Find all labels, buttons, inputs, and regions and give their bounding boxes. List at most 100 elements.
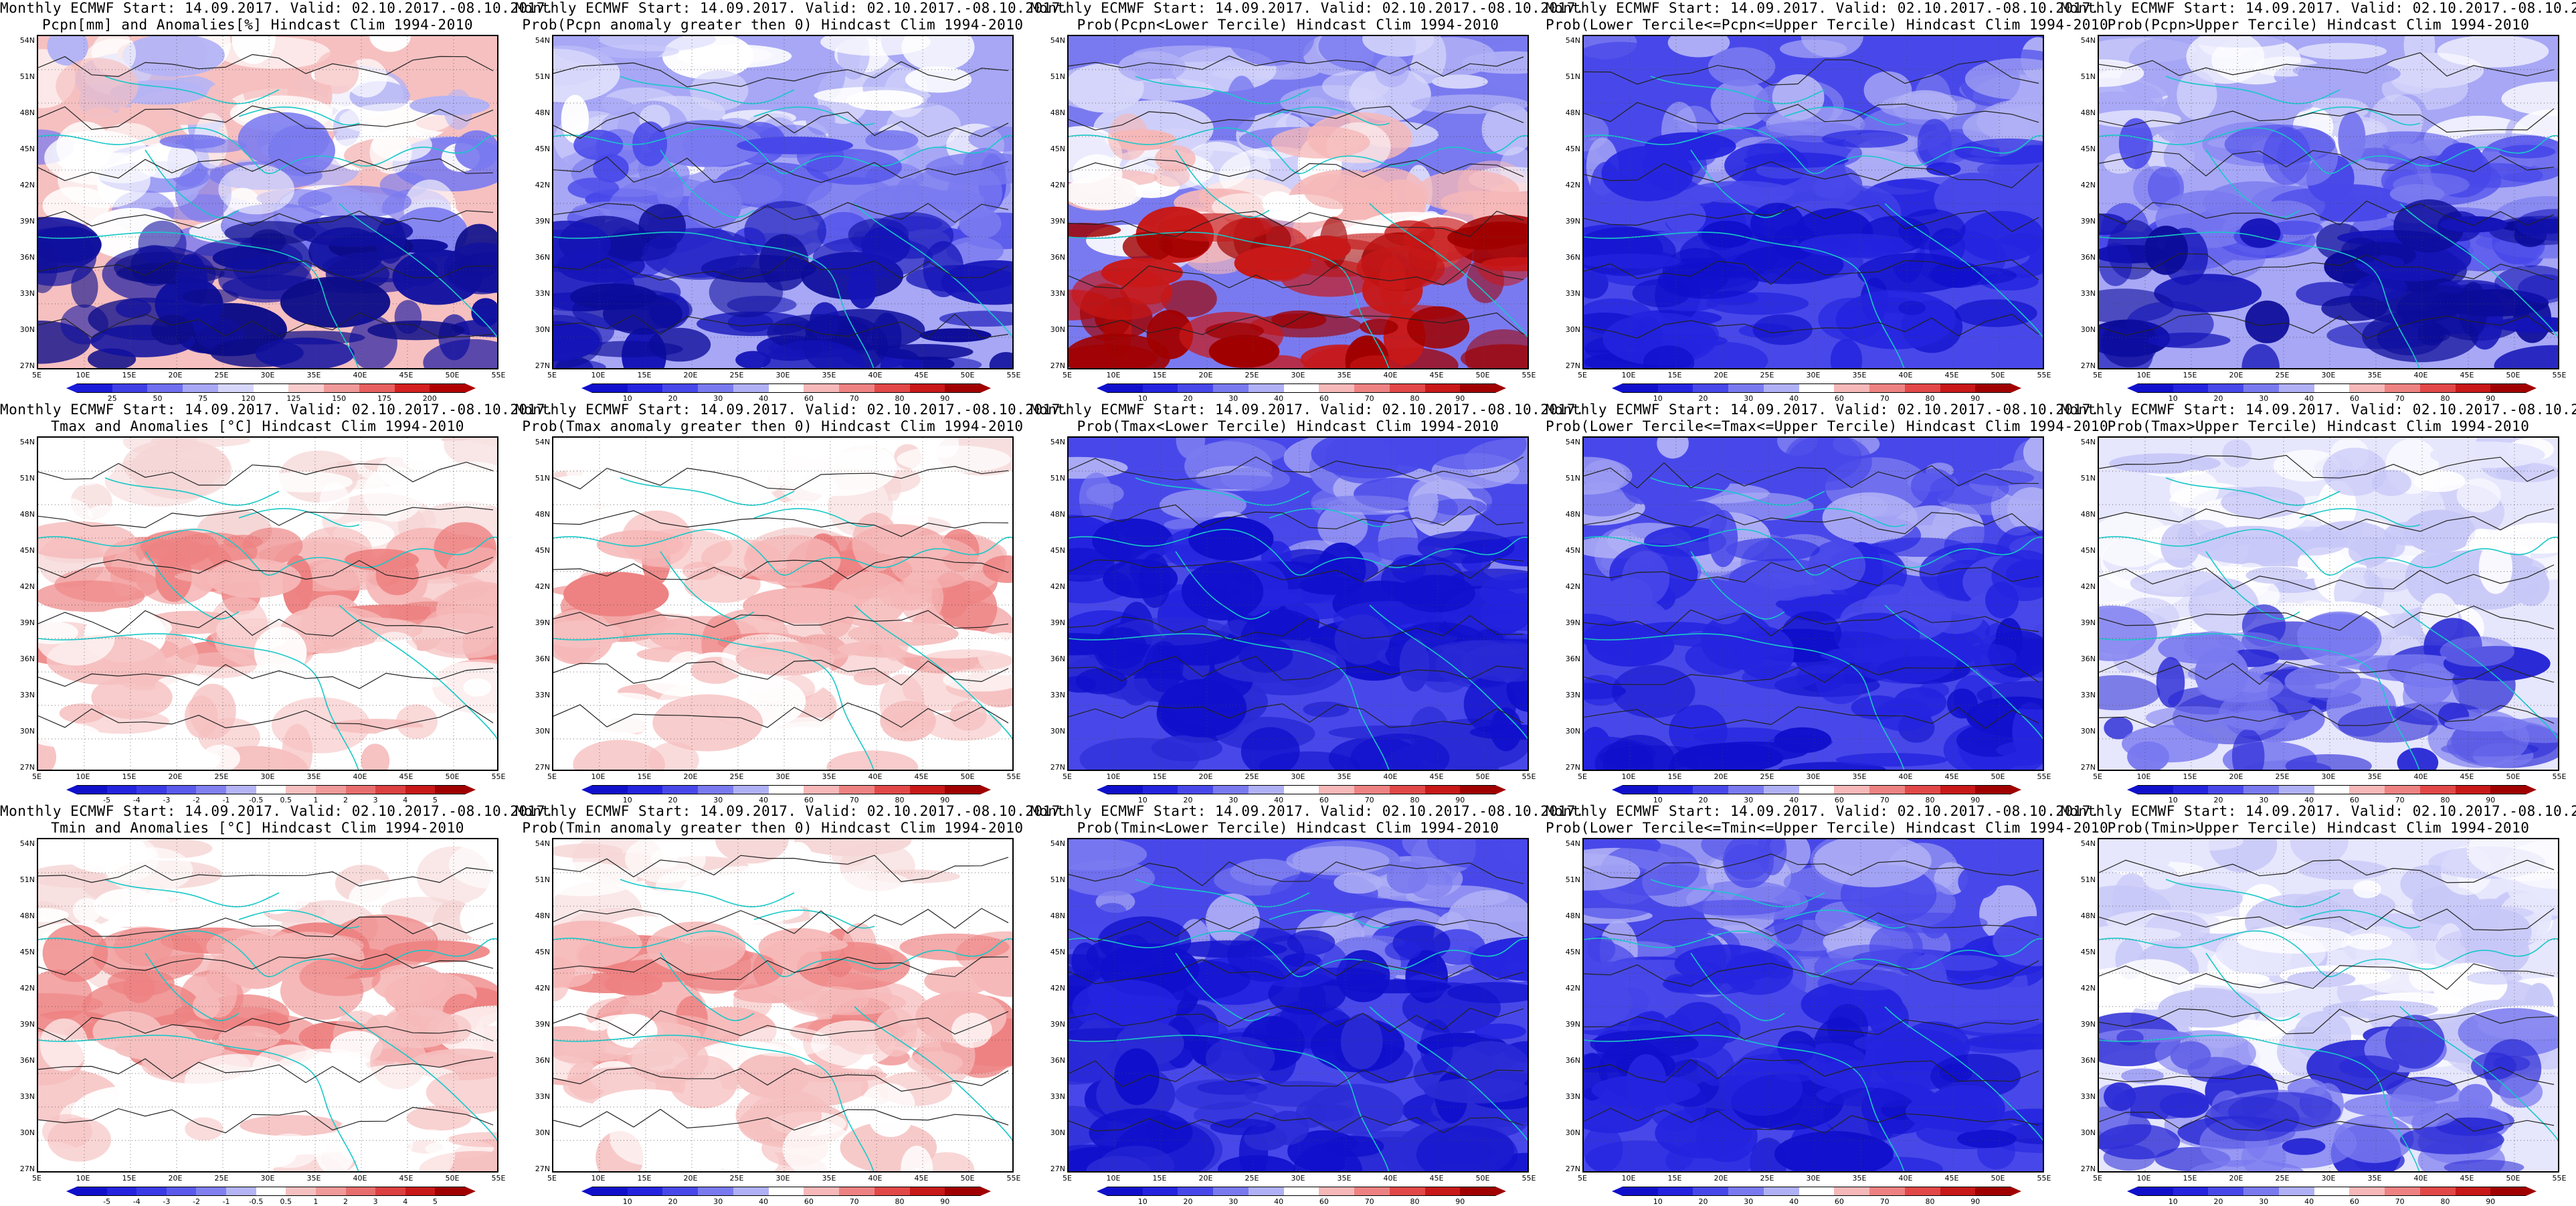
shaded-field-patch: [2458, 1084, 2493, 1113]
shaded-field-patch: [826, 750, 919, 770]
colorbar-swatch: [166, 785, 197, 794]
colorbar-swatch: [315, 785, 347, 794]
longitude-label: 30E: [260, 772, 275, 781]
latitude-label: 39N: [1565, 618, 1580, 627]
shaded-field-patch: [567, 177, 620, 199]
shaded-field-patch: [1808, 541, 1866, 590]
shaded-field-patch: [710, 47, 772, 64]
latitude-label: 30N: [19, 325, 35, 334]
contour-line: [553, 1067, 1009, 1092]
colorbar-label: 175: [377, 394, 391, 403]
longitude-label: 10E: [591, 772, 606, 781]
colorbar-label: -1: [222, 1197, 230, 1206]
panel-title-line2: Prob(Lower Tercile<=Pcpn<=Upper Tercile)…: [1546, 17, 2109, 33]
latitude-label: 30N: [19, 727, 35, 736]
latitude-label: 54N: [1565, 36, 1580, 45]
shaded-field-patch: [1997, 1108, 2043, 1125]
shaded-field-patch: [299, 957, 381, 997]
longitude-label: 40E: [868, 371, 883, 379]
latitude-label: 54N: [2080, 36, 2096, 45]
shaded-field-patch: [2270, 220, 2323, 236]
coastline: [1650, 76, 1825, 104]
colorbar-label: 80: [1925, 796, 1935, 804]
colorbar-swatch: [77, 1187, 108, 1196]
colorbar-label: 20: [668, 796, 678, 804]
colorbar-label: 70: [1364, 394, 1374, 403]
coastline: [2165, 477, 2340, 506]
shaded-field-patch: [642, 1144, 697, 1162]
longitude-label: 5E: [1578, 772, 1587, 781]
colorbar-swatch: [627, 1187, 663, 1196]
panel-title-line2: Prob(Lower Tercile<=Tmin<=Upper Tercile)…: [1546, 820, 2109, 836]
latitude-label: 48N: [2080, 108, 2096, 117]
map-panel: Monthly ECMWF Start: 14.09.2017. Valid: …: [1030, 803, 1584, 1206]
shaded-field-patch: [1760, 960, 1793, 979]
shaded-field-patch: [1724, 844, 1769, 880]
contour-line: [553, 466, 1009, 491]
shaded-field-patch: [852, 512, 899, 572]
longitude-label: 30E: [1291, 371, 1305, 379]
colorbar-left-arrow: [1612, 785, 1623, 794]
colorbar-swatch: [196, 785, 227, 794]
panel-title-line1: Monthly ECMWF Start: 14.09.2017. Valid: …: [2061, 0, 2576, 16]
shaded-field-patch: [1267, 1005, 1356, 1049]
latitude-label: 33N: [1565, 289, 1580, 298]
contour-line: [38, 506, 494, 529]
colorbar-label: 80: [895, 1197, 905, 1206]
latitude-label: 33N: [19, 691, 35, 699]
latitude-label: 30N: [1050, 325, 1065, 334]
shaded-field-patch: [2437, 36, 2549, 68]
shaded-field-patch: [371, 964, 446, 1003]
colorbar-swatch: [1389, 383, 1426, 393]
coastline: [339, 604, 497, 740]
latitude-label: 36N: [535, 1056, 550, 1065]
latitude-label: 48N: [1050, 510, 1065, 519]
shaded-field-patch: [1299, 97, 1331, 124]
colorbar-swatch: [1424, 383, 1461, 393]
colorbar-swatch: [217, 383, 254, 393]
latitude-label: 30N: [2080, 1128, 2096, 1137]
shaded-field-patch: [1665, 1141, 1754, 1171]
panel-title: Monthly ECMWF Start: 14.09.2017. Valid: …: [0, 0, 554, 33]
shaded-field-patch: [2222, 439, 2252, 468]
colorbar-label: -0.5: [248, 1197, 264, 1206]
shaded-field-patch: [379, 1007, 458, 1048]
shaded-field-patch: [2116, 1029, 2144, 1046]
shaded-field-patch: [2121, 1068, 2164, 1084]
contour-line: [1584, 1108, 2039, 1134]
colorbar: 10 20 30 40 60 70 80 90: [2127, 1187, 2537, 1206]
contour-line: [2099, 1112, 2555, 1132]
map-panel: Monthly ECMWF Start: 14.09.2017. Valid: …: [1546, 402, 2108, 804]
panel-title-line2: Prob(Tmax<Lower Tercile) Hindcast Clim 1…: [1077, 418, 1499, 434]
shaded-field-patch: [1835, 290, 1956, 349]
colorbar-label: 80: [1410, 394, 1420, 403]
colorbar-swatch: [1107, 383, 1143, 393]
panel-title-line2: Prob(Tmin>Upper Tercile) Hindcast Clim 1…: [2107, 820, 2530, 836]
colorbar-swatch: [324, 383, 360, 393]
coastline: [1369, 604, 1528, 740]
shaded-field-patch: [1918, 682, 1950, 699]
latitude-label: 33N: [2080, 289, 2096, 298]
shaded-field-patch: [1584, 456, 1633, 495]
latitude-label: 39N: [1050, 1020, 1065, 1029]
contour-line: [553, 111, 1009, 139]
longitude-label: 25E: [2275, 371, 2290, 379]
longitude-label: 30E: [775, 772, 790, 781]
colorbar-right-arrow: [980, 1187, 991, 1196]
coastline: [2399, 203, 2558, 339]
latitude-label: 39N: [19, 217, 35, 226]
longitude-label: 10E: [76, 1174, 90, 1183]
shaded-field-patch: [255, 337, 355, 368]
colorbar-label: -2: [192, 796, 200, 804]
longitude-label: 50E: [445, 772, 460, 781]
longitude-label: 50E: [1991, 1174, 2005, 1183]
colorbar-label: 70: [849, 1197, 859, 1206]
contour-line: [1584, 663, 2039, 685]
coastline: [1584, 1035, 1905, 1171]
coastline: [104, 477, 280, 506]
shaded-field-patch: [1208, 335, 1280, 368]
shaded-field-patch: [755, 764, 834, 770]
contour-line: [1584, 512, 2039, 536]
map-panel: Monthly ECMWF Start: 14.09.2017. Valid: …: [515, 402, 1069, 804]
contour-line: [553, 908, 1009, 934]
